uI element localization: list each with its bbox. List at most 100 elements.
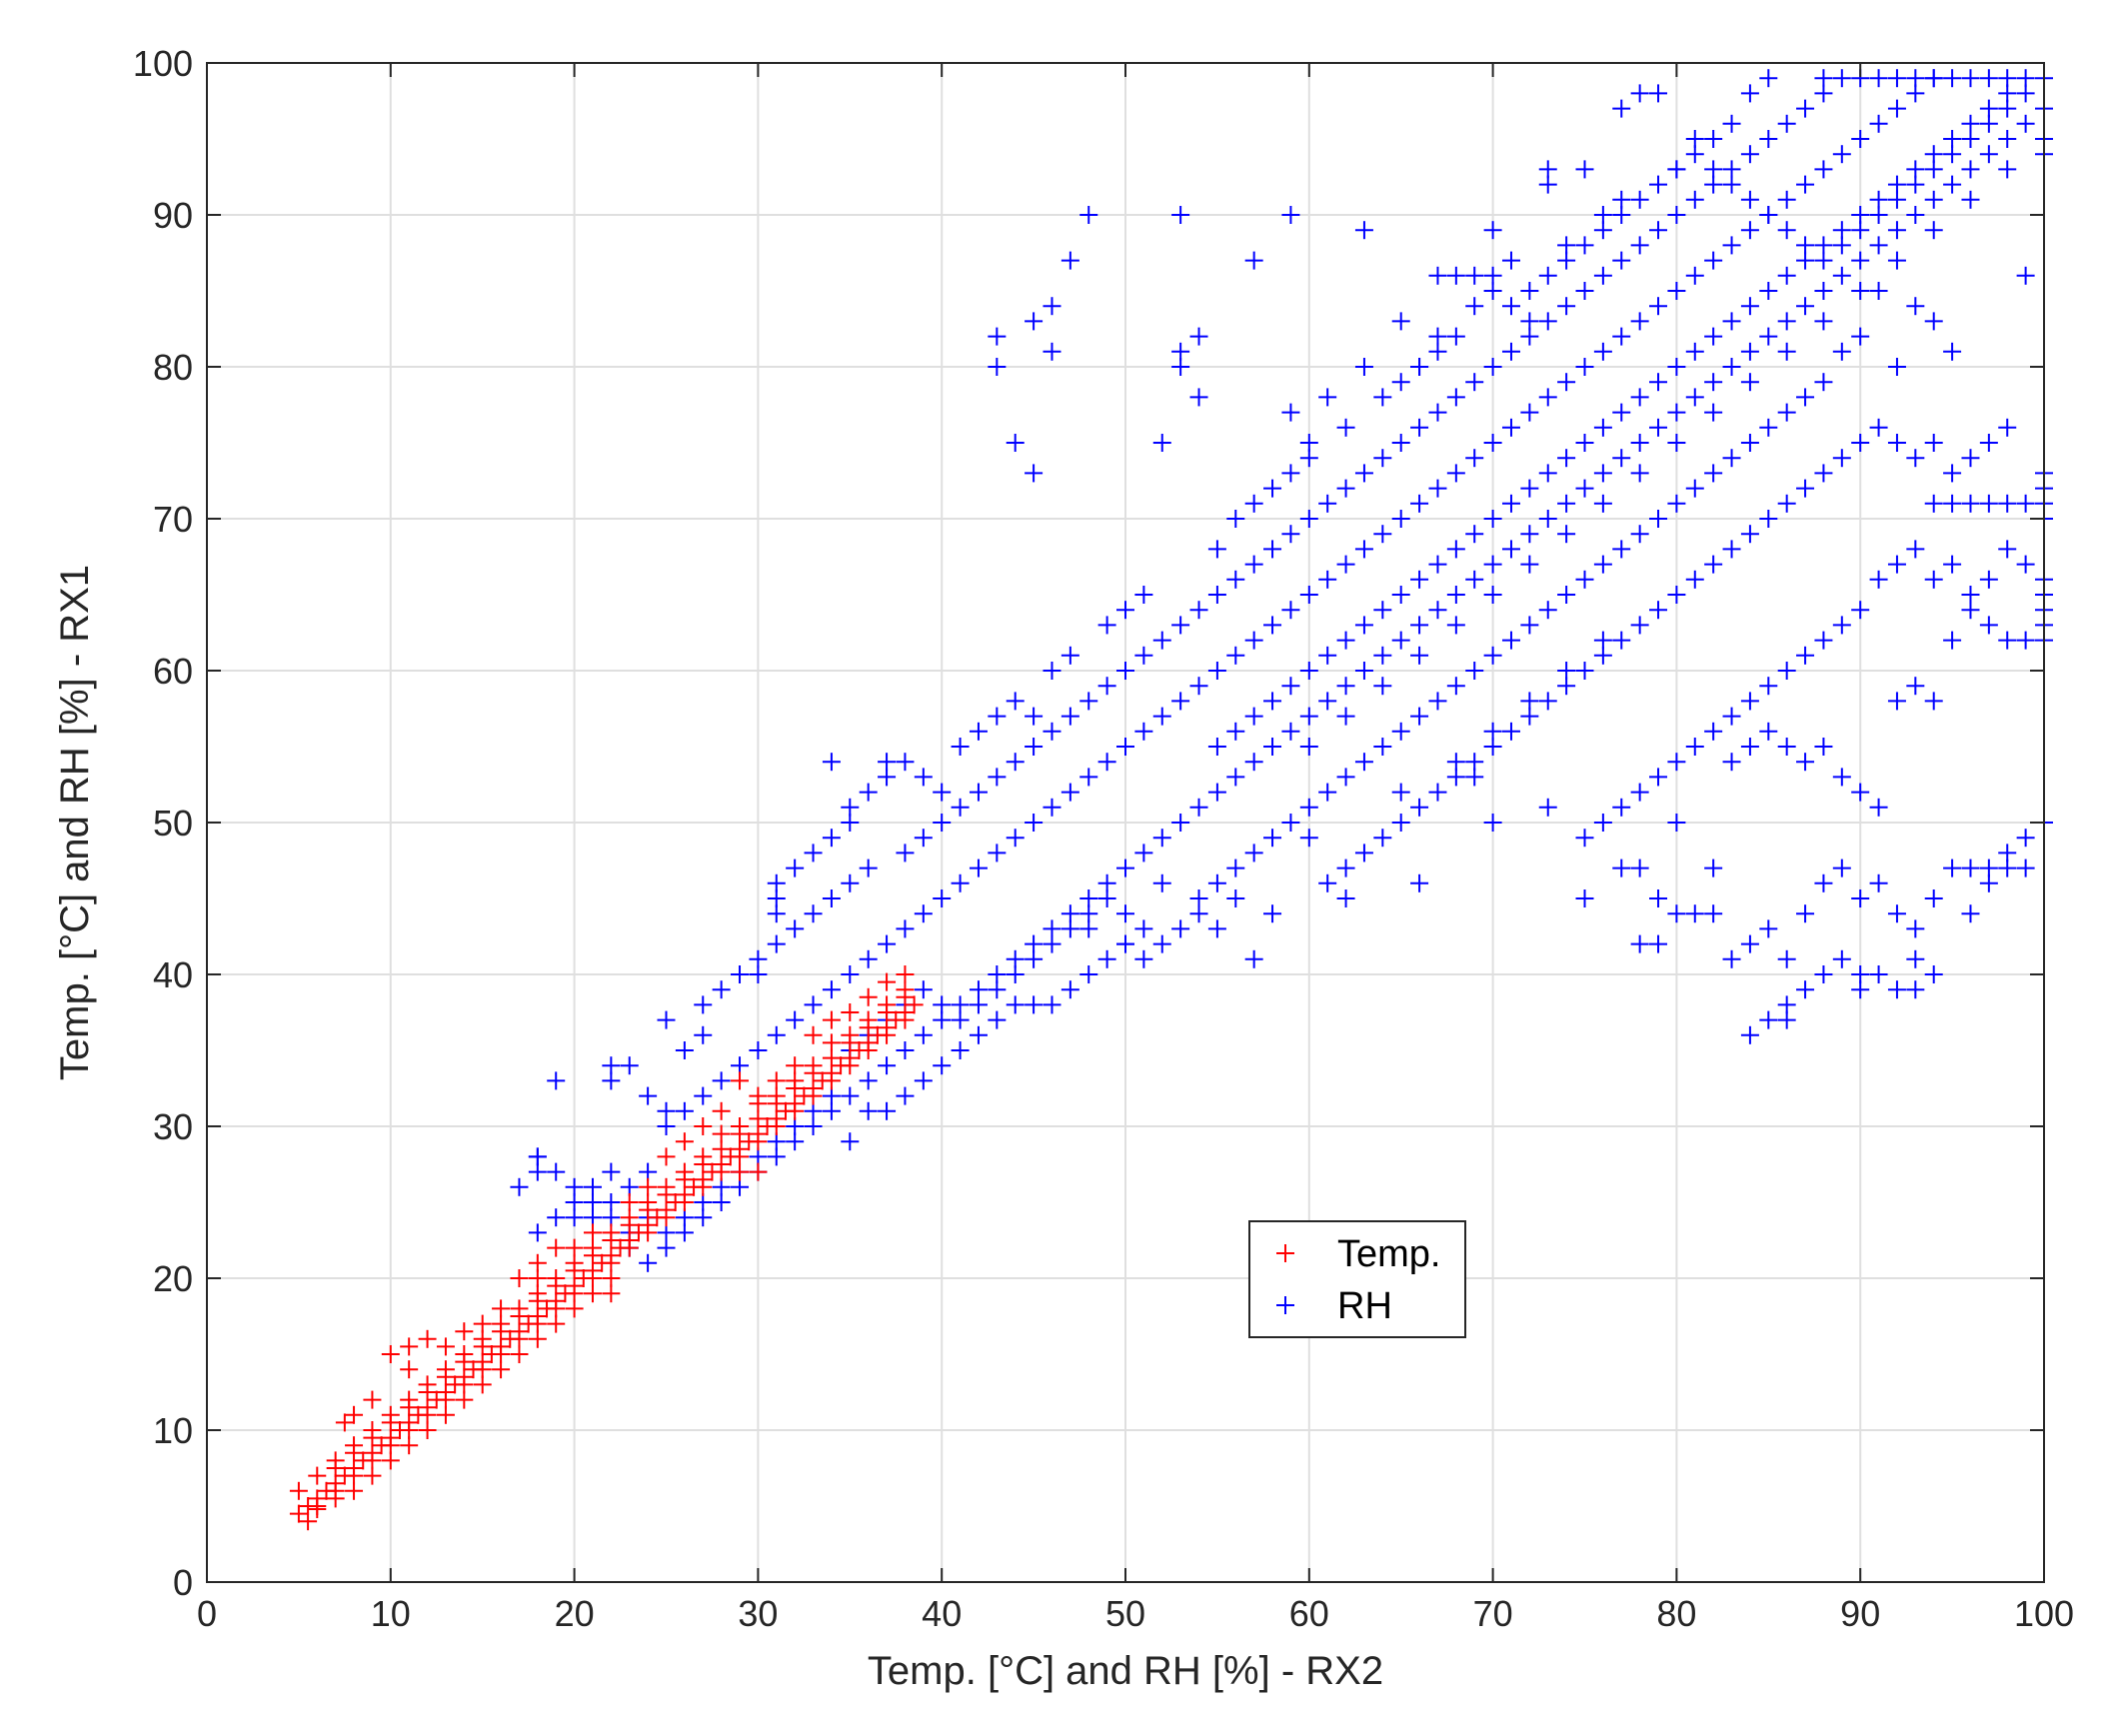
rh-point [1814,873,1833,892]
rh-point [1575,434,1594,452]
rh-point [841,873,860,892]
temp-point [510,1345,529,1363]
y-tick-label: 30 [153,1106,193,1147]
rh-point [1630,525,1649,544]
temp-point [565,1238,584,1257]
rh-point [731,965,750,983]
temp-point [657,1147,676,1166]
rh-point [951,798,970,817]
rh-point [1998,844,2017,863]
rh-point [1759,919,1778,938]
rh-point [1097,889,1116,907]
rh-point [1575,236,1594,255]
rh-point [1887,69,1906,88]
rh-point [1097,753,1116,772]
rh-point [1961,586,1980,604]
rh-point [1336,418,1355,437]
rh-point [1796,388,1815,407]
rh-point [1649,84,1668,103]
rh-point [767,1147,786,1166]
rh-point [1354,844,1373,863]
temp-point [712,1139,731,1158]
rh-point [1006,829,1025,848]
rh-point [1924,570,1943,589]
rh-point [1887,692,1906,711]
rh-point [1263,738,1282,756]
rh-point [1924,145,1943,164]
rh-point [1060,904,1079,923]
y-tick-label: 90 [153,195,193,236]
rh-point [1998,99,2017,118]
rh-point [1538,160,1557,179]
rh-point [1979,873,1998,892]
rh-point [1630,783,1649,802]
rh-point [1025,312,1044,331]
rh-point [1612,403,1631,422]
rh-point [1171,206,1190,224]
rh-point [1465,662,1484,680]
rh-point [1649,221,1668,240]
rh-point [767,1025,786,1044]
rh-point [1189,601,1208,620]
rh-point [896,919,915,938]
temp-point [473,1360,492,1379]
rh-point [1575,479,1594,498]
rh-point [1557,677,1576,696]
rh-point [1079,965,1098,983]
rh-point [712,980,731,999]
y-axis-label: Temp. [°C] and RH [%] - RX1 [53,565,97,1080]
rh-point [1961,601,1980,620]
rh-point [1410,570,1429,589]
rh-point [1943,631,1962,650]
rh-point [988,980,1007,999]
rh-point [583,1193,602,1211]
temp-point [418,1421,437,1439]
rh-point [1538,312,1557,331]
rh-point [1557,662,1576,680]
rh-point [1575,889,1594,907]
rh-point [1446,327,1465,346]
temp-point [418,1329,437,1348]
temp-point [299,1512,318,1531]
rh-point [1501,251,1520,270]
rh-point [1336,631,1355,650]
rh-point [2016,555,2035,574]
rh-point [1446,266,1465,285]
rh-point [1281,601,1300,620]
rh-point [1649,889,1668,907]
rh-point [1869,69,1888,88]
rh-point [1373,388,1392,407]
rh-point [1226,722,1245,741]
temp-point [363,1451,382,1470]
rh-point [1851,206,1870,224]
rh-point [1612,859,1631,877]
temp-point [345,1436,364,1455]
rh-point [1869,873,1888,892]
rh-point [1869,965,1888,983]
rh-point [1851,980,1870,999]
temp-point [455,1375,474,1394]
rh-point [1557,586,1576,604]
temp-point [657,1208,676,1227]
rh-point [1520,707,1539,726]
rh-point [933,1010,952,1029]
rh-point [1043,919,1061,938]
temp-point [492,1314,511,1333]
rh-point [1060,707,1079,726]
rh-point [1814,965,1833,983]
rh-point [859,1071,878,1090]
rh-point [1318,494,1337,513]
y-tick-label: 70 [153,499,193,540]
rh-point [602,1193,621,1211]
rh-point [1961,69,1980,88]
rh-point [749,949,768,968]
rh-point [1814,251,1833,270]
rh-point [1998,540,2017,559]
rh-point [1667,904,1686,923]
rh-point [804,844,823,863]
rh-point [1777,403,1796,422]
temp-point [841,1025,860,1044]
rh-point [2016,631,2035,650]
rh-point [896,753,915,772]
rh-point [841,798,860,817]
